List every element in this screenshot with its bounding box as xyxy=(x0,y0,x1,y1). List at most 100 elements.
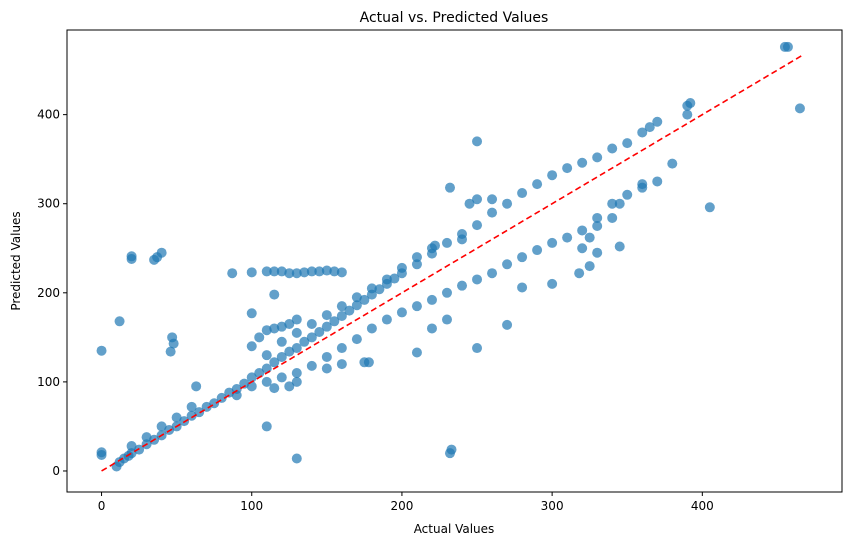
data-point xyxy=(314,266,325,277)
x-axis-label: Actual Values xyxy=(414,522,495,536)
data-point xyxy=(547,278,558,289)
data-point xyxy=(299,267,310,278)
data-point xyxy=(441,237,452,248)
data-point xyxy=(254,332,265,343)
data-point xyxy=(584,261,595,272)
data-point xyxy=(168,338,179,349)
data-point xyxy=(291,268,302,279)
data-point xyxy=(336,267,347,278)
data-point xyxy=(141,432,152,443)
x-tick-label: 100 xyxy=(240,499,263,513)
data-point xyxy=(321,363,332,374)
data-point xyxy=(644,122,655,133)
data-point xyxy=(396,307,407,318)
data-point xyxy=(614,241,625,252)
data-point xyxy=(592,247,603,258)
data-point xyxy=(547,170,558,181)
data-point xyxy=(472,274,483,285)
data-point xyxy=(592,152,603,163)
data-point xyxy=(351,292,362,303)
data-point xyxy=(299,336,310,347)
data-point xyxy=(126,251,137,262)
data-point xyxy=(517,282,528,293)
data-point xyxy=(366,283,377,294)
data-point xyxy=(532,179,543,190)
data-point xyxy=(517,252,528,263)
data-point xyxy=(472,194,483,205)
data-point xyxy=(389,273,400,284)
data-point xyxy=(336,359,347,370)
plot-frame xyxy=(66,29,843,493)
data-point xyxy=(502,198,513,209)
data-point xyxy=(584,232,595,243)
data-point xyxy=(321,321,332,332)
data-point xyxy=(487,268,498,279)
data-point xyxy=(291,376,302,387)
data-point xyxy=(261,325,272,336)
data-point xyxy=(186,410,197,421)
data-point xyxy=(574,268,585,279)
data-point xyxy=(156,421,167,432)
y-axis: 0 100 200 300 400 xyxy=(37,108,67,478)
data-point xyxy=(261,421,272,432)
data-point xyxy=(329,266,340,277)
data-point xyxy=(429,240,440,251)
data-point xyxy=(291,453,302,464)
data-point xyxy=(472,343,483,354)
data-point xyxy=(276,372,287,383)
data-point xyxy=(457,234,468,245)
data-point xyxy=(614,198,625,209)
reference-line xyxy=(101,55,802,472)
data-point xyxy=(667,158,678,169)
data-point xyxy=(126,441,137,452)
data-point xyxy=(336,310,347,321)
data-point xyxy=(276,336,287,347)
data-point xyxy=(284,381,295,392)
data-point xyxy=(359,294,370,305)
data-point xyxy=(444,448,455,459)
data-point xyxy=(652,176,663,187)
data-point xyxy=(426,323,437,334)
data-point xyxy=(269,289,280,300)
data-point xyxy=(637,179,648,190)
data-point xyxy=(363,357,374,368)
data-point xyxy=(114,316,125,327)
x-tick-label: 200 xyxy=(390,499,413,513)
data-point xyxy=(156,247,167,258)
data-point xyxy=(794,103,805,114)
data-point xyxy=(396,262,407,273)
data-point xyxy=(457,280,468,291)
data-point xyxy=(336,301,347,312)
data-point xyxy=(577,157,588,168)
data-point xyxy=(592,220,603,231)
data-point xyxy=(269,383,280,394)
data-point xyxy=(314,327,325,338)
data-point xyxy=(171,412,182,423)
data-point xyxy=(502,319,513,330)
data-point xyxy=(261,266,272,277)
y-tick-label: 300 xyxy=(37,197,60,211)
y-tick-label: 200 xyxy=(37,286,60,300)
data-point xyxy=(276,266,287,277)
data-point xyxy=(562,232,573,243)
data-point xyxy=(426,294,437,305)
data-point xyxy=(441,314,452,325)
data-point xyxy=(607,143,618,154)
data-point xyxy=(782,41,793,52)
data-point xyxy=(194,407,205,418)
data-point xyxy=(622,138,633,149)
data-point xyxy=(329,316,340,327)
data-point xyxy=(306,266,317,277)
data-point xyxy=(685,98,696,109)
data-point xyxy=(351,334,362,345)
data-point xyxy=(306,332,317,343)
data-point xyxy=(704,202,715,213)
data-point xyxy=(344,305,355,316)
data-point xyxy=(227,268,238,279)
data-point xyxy=(246,341,257,352)
y-tick-label: 0 xyxy=(52,464,60,478)
points-layer xyxy=(96,41,805,472)
data-point xyxy=(517,188,528,199)
data-point xyxy=(532,245,543,256)
data-point xyxy=(321,265,332,276)
